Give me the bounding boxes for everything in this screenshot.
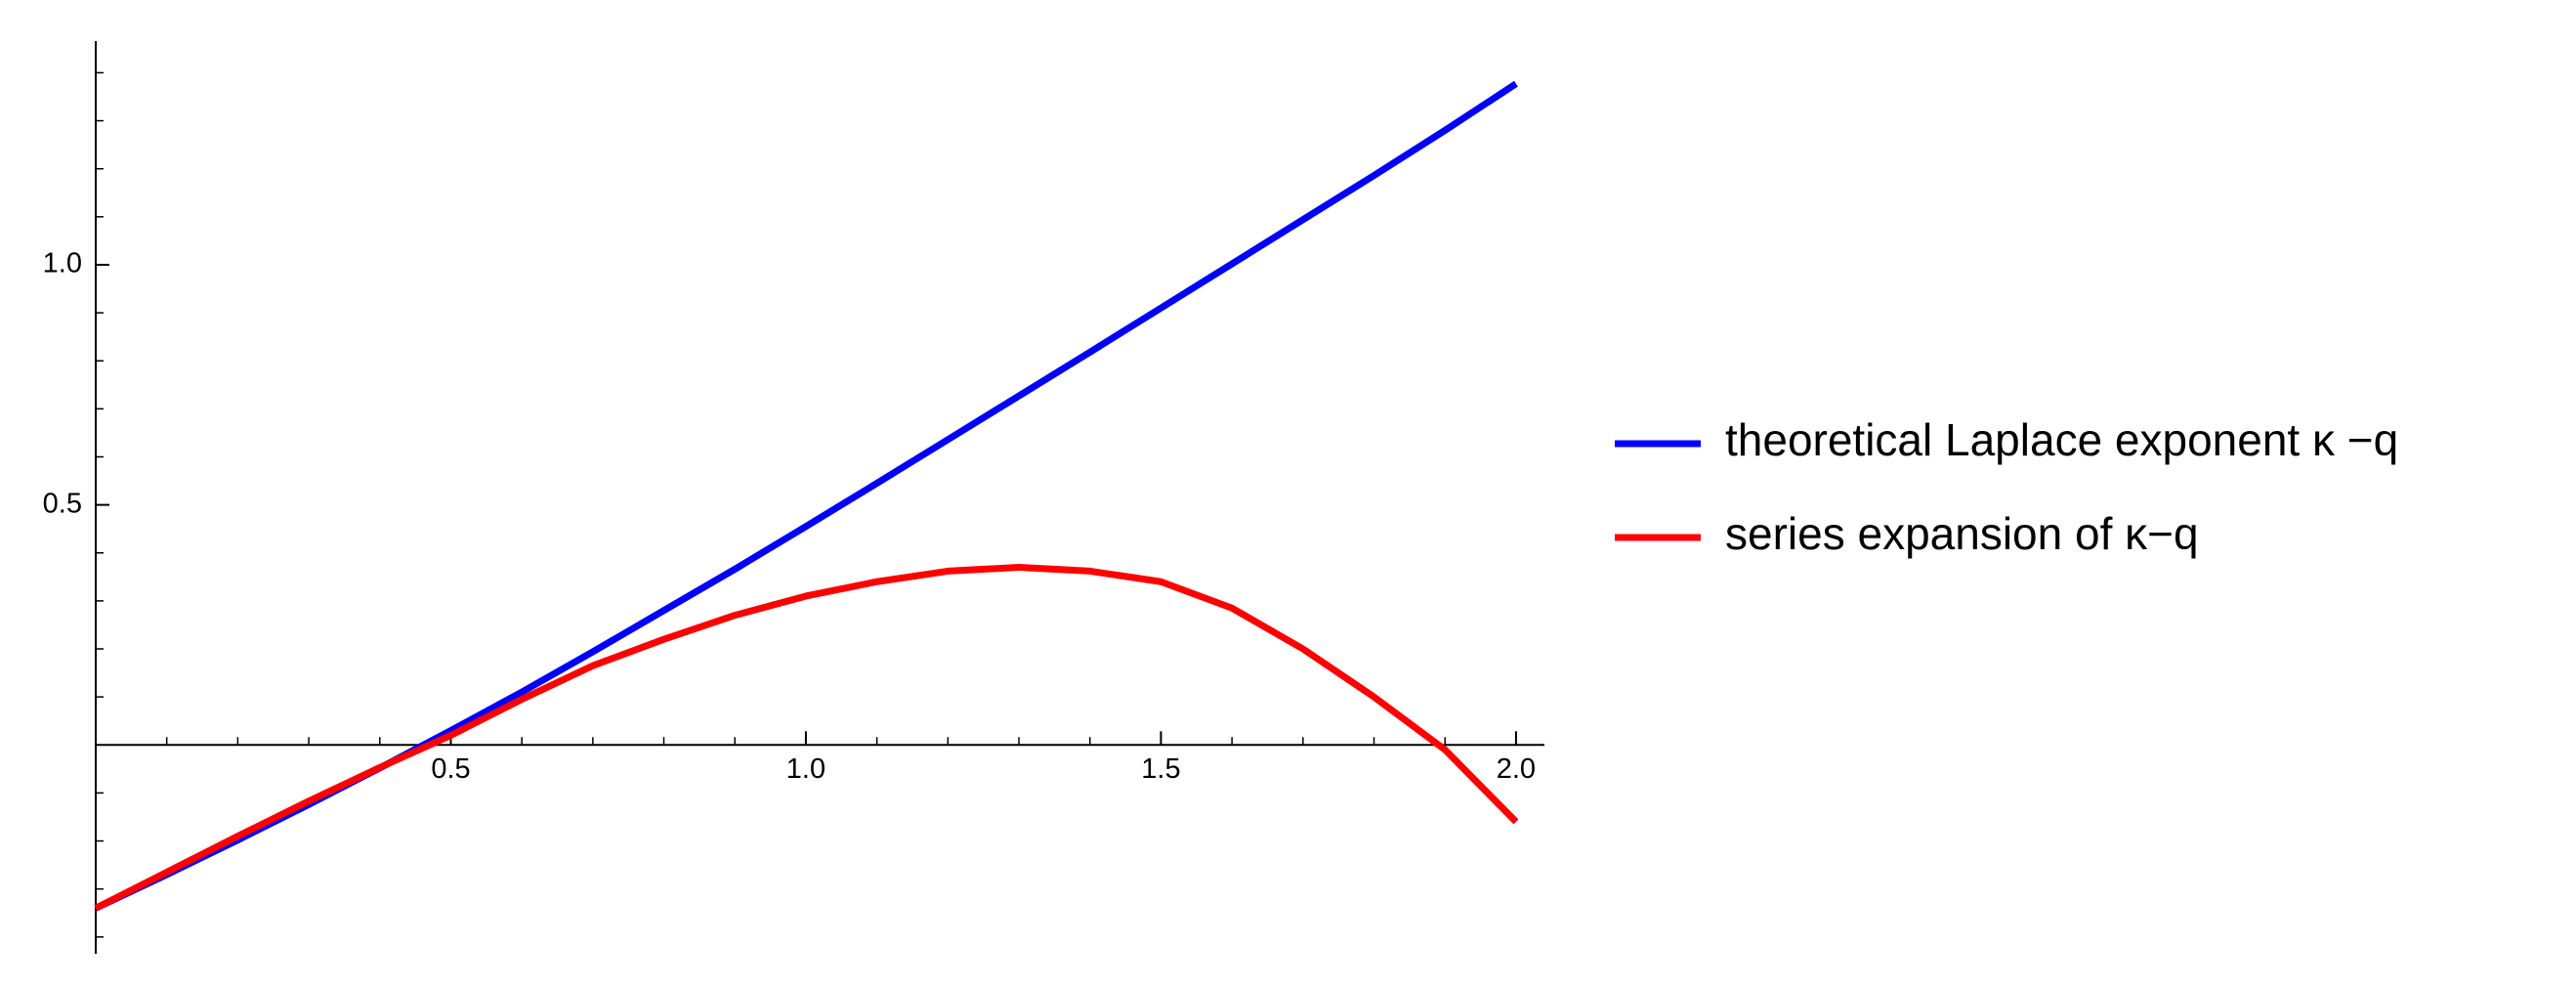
x-tick-label: 1.0 xyxy=(786,753,825,785)
line-series xyxy=(94,563,1519,912)
y-tick-label: 0.5 xyxy=(43,488,82,519)
x-tick-label: 2.0 xyxy=(1497,753,1536,785)
legend-label: series expansion of κ−q xyxy=(1725,508,2199,559)
x-tick-label: 1.5 xyxy=(1141,753,1180,785)
y-tick-label: 1.0 xyxy=(43,248,82,279)
x-tick-label: 0.5 xyxy=(431,753,470,785)
legend-label: theoretical Laplace exponent κ −q xyxy=(1725,414,2398,465)
